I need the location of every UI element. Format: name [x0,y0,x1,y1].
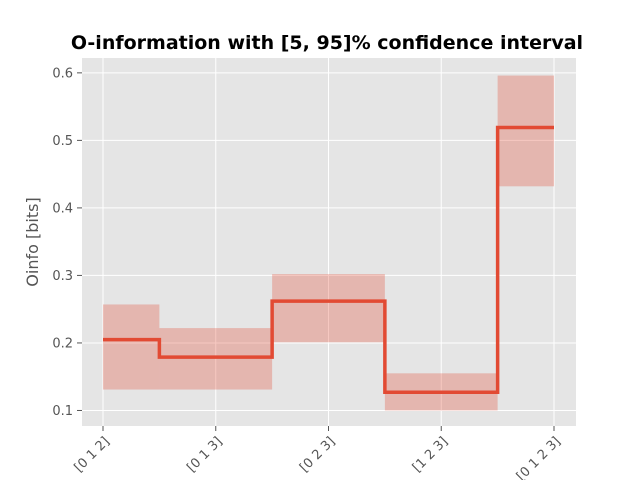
y-tick-label: 0.4 [52,201,73,216]
y-axis-label: Oinfo [bits] [23,197,42,286]
confidence-band [103,304,160,390]
confidence-band [272,274,385,343]
y-tick-label: 0.6 [52,66,73,81]
y-axis-ticks: 0.1 0.2 0.3 0.4 0.5 0.6 [52,66,82,419]
y-tick-label: 0.2 [52,336,73,351]
grid-lines [82,58,576,426]
y-tick-label: 0.5 [52,134,73,149]
x-tick-label: [0 1 3] [184,434,225,475]
x-tick-label: [0 2 3] [297,434,338,475]
x-tick-label: [1 2 3] [410,434,451,475]
oinfo-step-line [103,125,554,394]
confidence-band [497,75,554,187]
y-tick-label: 0.3 [52,269,73,284]
y-tick-label: 0.1 [52,404,73,419]
x-axis-ticks: [0 1 2] [0 1 3] [0 2 3] [1 2 3] [0 1 2 3] [72,426,564,480]
x-tick-label: [0 1 2] [72,434,113,475]
x-tick-label: [0 1 2 3] [514,434,564,480]
chart-title: O-information with [5, 95]% confidence i… [71,32,583,54]
